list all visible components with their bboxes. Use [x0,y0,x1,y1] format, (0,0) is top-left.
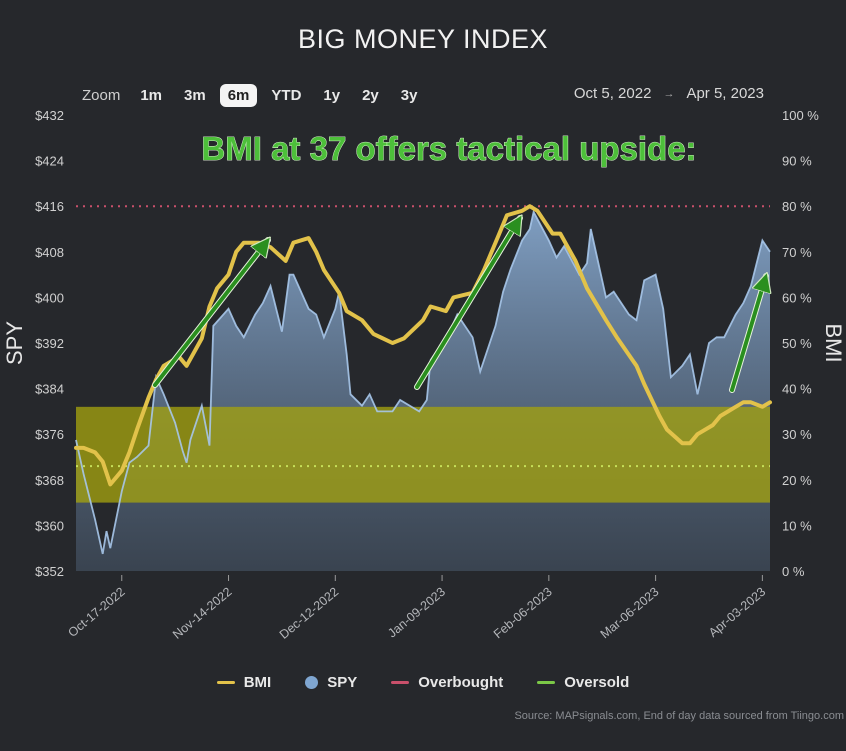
x-tick-label: Feb-06-2023 [491,585,555,642]
range-to-input[interactable]: Apr 5, 2023 [686,85,764,102]
legend: BMI SPY Overbought Oversold [0,674,846,691]
legend-bmi-line-icon [216,681,235,684]
annotation-arrow-icon [153,240,268,387]
y-right-tick-label: 70 % [782,245,812,260]
y-left-tick-label: $352 [35,564,64,579]
range-from-input[interactable]: Oct 5, 2022 [573,85,652,102]
legend-overbought-label: Overbought [418,674,504,691]
zoom-3y-button[interactable]: 3y [400,87,418,104]
x-tick-label: Oct-17-2022 [65,585,127,640]
y-right-axis-title: BMI [821,323,846,362]
y-left-tick-label: $360 [35,518,64,533]
y-right-tick-label: 90 % [782,154,812,169]
spy-line [75,209,771,555]
legend-spy-dot-icon [305,676,319,689]
y-left-tick-label: $400 [35,290,64,305]
legend-spy-label: SPY [327,674,358,691]
y-left-tick-label: $368 [35,473,64,488]
x-tick-label: Apr-03-2023 [706,585,768,640]
annotation-arrow-icon [730,276,766,392]
zoom-label: Zoom [82,87,121,104]
y-right-tick-label: 100 % [782,108,819,123]
legend-oversold-label: Oversold [564,674,630,691]
spy-area [76,211,770,571]
legend-bmi-label: BMI [243,674,272,691]
y-left-tick-label: $432 [35,108,64,123]
legend-item-oversold[interactable]: Oversold [537,674,629,691]
x-tick-label: Dec-12-2022 [277,585,341,642]
y-left-tick-label: $408 [35,245,64,260]
y-left-tick-label: $384 [35,382,64,397]
y-left-tick-label: $416 [35,199,64,214]
y-right-tick-label: 50 % [782,336,812,351]
y-left-tick-label: $424 [35,154,64,169]
zoom-1y-button[interactable]: 1y [323,87,341,104]
legend-overbought-line-icon [391,681,410,684]
zoom-3m-button[interactable]: 3m [184,87,206,104]
y-right-tick-label: 80 % [782,199,812,214]
zoom-2y-button[interactable]: 2y [362,87,379,104]
y-right-tick-label: 60 % [782,290,812,305]
y-right-tick-label: 30 % [782,427,812,442]
zoom-1m-button[interactable]: 1m [140,87,163,104]
y-right-tick-label: 40 % [782,382,812,397]
zoom-bar: Zoom 1m 3m 6m YTD 1y 2y 3y [82,84,431,107]
legend-oversold-line-icon [537,681,556,684]
zoom-ytd-button[interactable]: YTD [271,87,302,104]
y-right-tick-label: 10 % [782,518,812,533]
legend-item-spy[interactable]: SPY [305,674,357,691]
annotation-text: BMI at 37 offers tactical upside: [201,130,696,167]
zoom-6m-button[interactable]: 6m [219,84,258,107]
chart-title: BIG MONEY INDEX [297,24,549,54]
y-right-tick-label: 0 % [782,564,805,579]
range-arrow-icon: → [663,87,675,100]
y-left-axis-title: SPY [2,321,27,365]
date-range: Oct 5, 2022 → Apr 5, 2023 [574,85,764,102]
annotation-arrow-icon [415,218,520,389]
y-right-tick-label: 20 % [782,473,812,488]
x-tick-label: Nov-14-2022 [170,585,234,642]
oversold-zone [76,406,770,503]
x-tick-label: Jan-09-2023 [385,585,448,641]
source-note: Source: MAPsignals.com, End of day data … [514,710,844,722]
y-left-tick-label: $376 [35,427,64,442]
legend-item-bmi[interactable]: BMI [216,674,272,691]
legend-item-overbought[interactable]: Overbought [391,674,503,691]
x-tick-label: Mar-06-2023 [598,585,662,642]
y-left-tick-label: $392 [35,336,64,351]
